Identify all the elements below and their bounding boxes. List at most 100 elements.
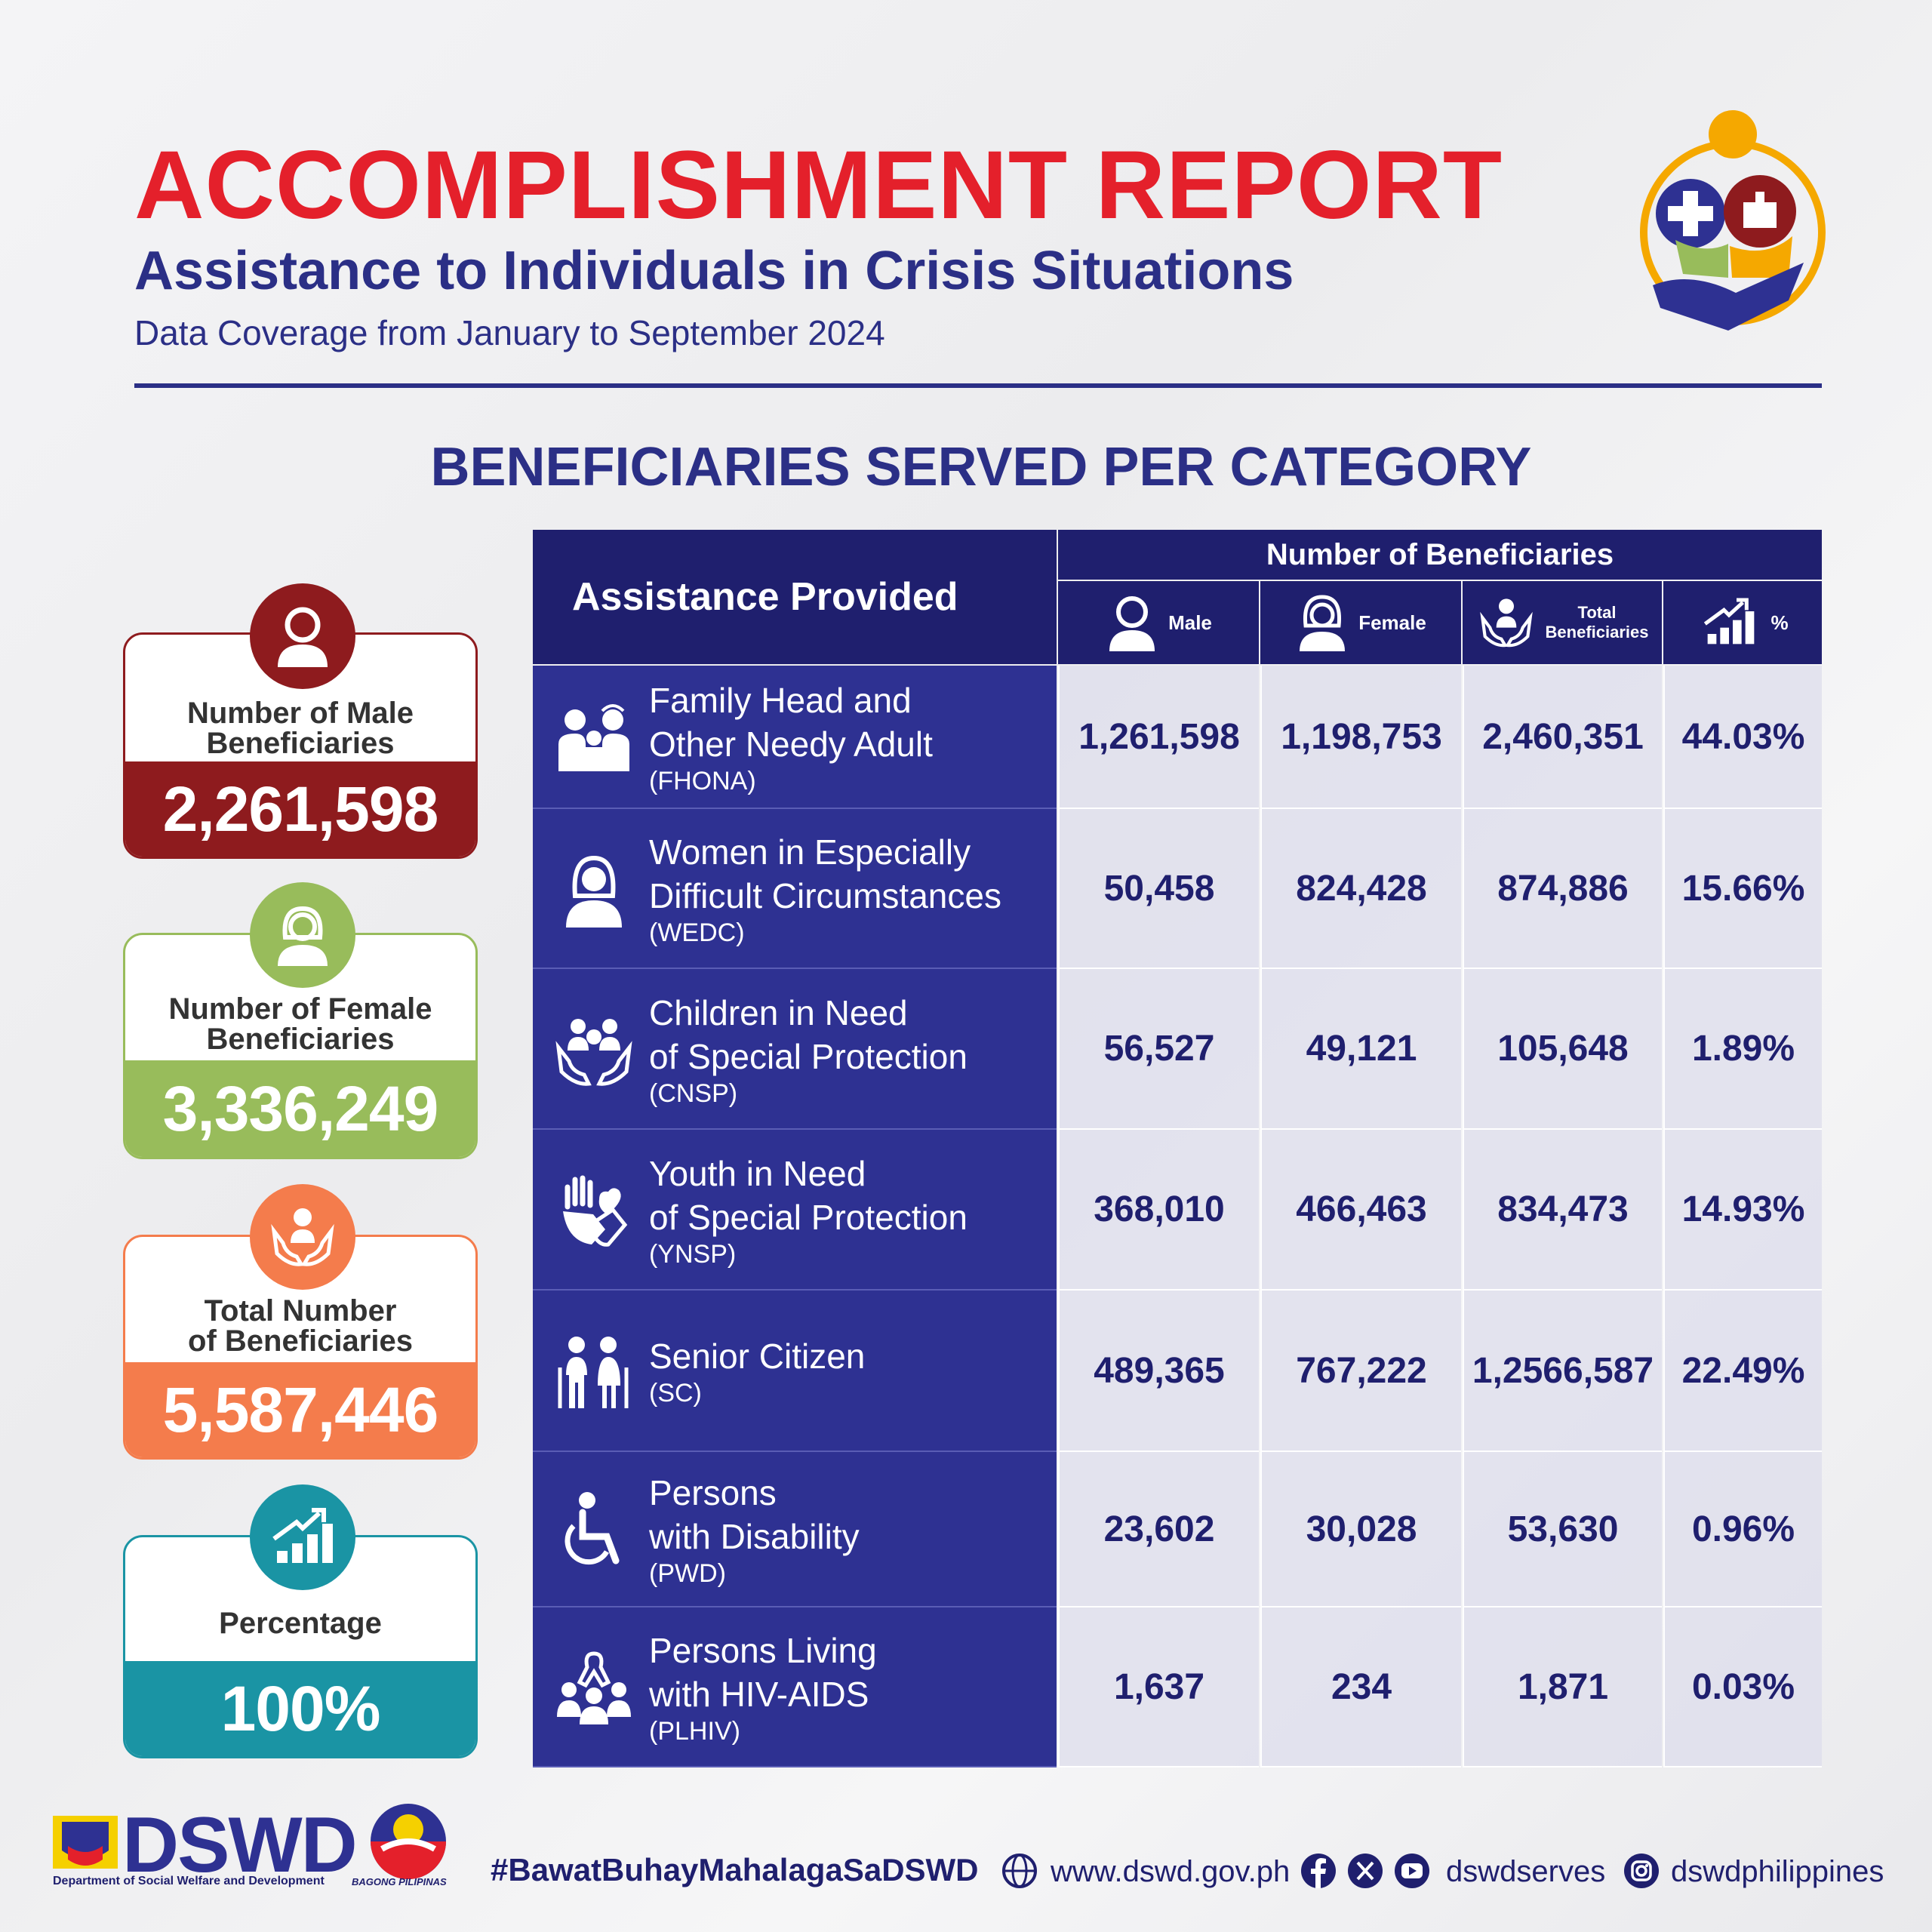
globe-icon [1002, 1854, 1037, 1888]
total-summary-label: Total Number of Beneficiaries [188, 1294, 413, 1358]
dswd-full-name: Department of Social Welfare and Develop… [53, 1875, 325, 1887]
growth-chart-icon [250, 1484, 355, 1590]
dswd-wordmark: DSWD [122, 1801, 358, 1889]
pct-value-cell: 44.03% [1663, 666, 1822, 809]
male-summary-label: Number of Male Beneficiaries [186, 697, 414, 760]
female-value-cell: 1,198,753 [1260, 666, 1461, 809]
category-name-line1: Children in Need [649, 992, 908, 1032]
total-summary-card: Total Number of Beneficiaries 5,587,446 [123, 1184, 478, 1460]
male-value-cell: 23,602 [1058, 1452, 1259, 1607]
aics-logo-icon [1640, 110, 1826, 331]
female-column-header: Female [1260, 581, 1461, 664]
female-value-cell: 49,121 [1260, 969, 1461, 1130]
youtube-icon[interactable] [1393, 1852, 1431, 1890]
female-summary-label: Number of Female Beneficiaries [168, 992, 432, 1056]
hashtag: #BawatBuhayMahalagaSaDSWD [491, 1852, 979, 1887]
category-abbreviation: (YNSP) [649, 1239, 737, 1269]
female-icon [1300, 595, 1346, 651]
category-name-line1: Persons Living [649, 1631, 877, 1670]
female-value-cell: 466,463 [1260, 1130, 1461, 1291]
male-value-cell: 1,637 [1058, 1607, 1259, 1767]
x-icon[interactable] [1346, 1852, 1384, 1890]
pct-value-cell: 14.93% [1663, 1130, 1822, 1291]
wheelchair-icon [552, 1488, 635, 1571]
family-icon [552, 696, 635, 779]
category-abbreviation: (PWD) [649, 1559, 726, 1588]
woman-icon [552, 848, 635, 931]
male-value-cell: 1,261,598 [1058, 666, 1259, 809]
website-link[interactable]: www.dswd.gov.ph [1051, 1855, 1291, 1888]
pct-value-cell: 1.89% [1663, 969, 1822, 1130]
total-value-cell: 1,2566,587 [1463, 1291, 1662, 1452]
total-value-cell: 53,630 [1463, 1452, 1662, 1607]
total-value-cell: 874,886 [1463, 809, 1662, 969]
male-value-cell: 56,527 [1058, 969, 1259, 1130]
female-value-cell: 767,222 [1260, 1291, 1461, 1452]
female-value-cell: 824,428 [1260, 809, 1461, 969]
total-value-cell: 105,648 [1463, 969, 1662, 1130]
senior-couple-icon [552, 1330, 635, 1413]
category-abbreviation: (FHONA) [649, 767, 756, 795]
category-abbreviation: (SC) [649, 1379, 702, 1407]
total-value-cell: 1,871 [1463, 1607, 1662, 1767]
report-title: ACCOMPLISHMENT REPORT [134, 131, 1503, 239]
category-name-line1: Senior Citizen [649, 1337, 866, 1376]
hands-people-icon [1479, 598, 1533, 648]
category-cell: Persons Living with HIV-AIDS (PLHIV) [533, 1607, 1057, 1767]
category-name-line1: Women in Especially [649, 832, 971, 872]
category-cell: Persons with Disability (PWD) [533, 1452, 1057, 1607]
category-name-line2: of Special Protection [649, 1197, 968, 1237]
percentage-summary-value: 100% [125, 1661, 475, 1756]
total-summary-value: 5,587,446 [125, 1362, 475, 1457]
category-name-line1: Youth in Need [649, 1153, 866, 1193]
female-value-cell: 234 [1260, 1607, 1461, 1767]
beneficiaries-table: Assistance Provided Number of Beneficiar… [533, 530, 1822, 1767]
male-user-icon [250, 583, 355, 689]
total-column-header: Total Beneficiaries [1463, 581, 1662, 664]
report-subtitle: Assistance to Individuals in Crisis Situ… [134, 241, 1294, 301]
percentage-summary-label: Percentage [219, 1607, 382, 1640]
category-name-line1: Persons [649, 1473, 777, 1512]
data-coverage: Data Coverage from January to September … [134, 313, 885, 352]
male-summary-card: Number of Male Beneficiaries 2,261,598 [123, 583, 478, 859]
facebook-icon[interactable] [1300, 1852, 1337, 1890]
category-cell: Youth in Need of Special Protection (YNSP) [533, 1130, 1057, 1291]
category-name-line2: Difficult Circumstances [649, 876, 1001, 915]
children-hands-icon [552, 1008, 635, 1091]
category-name-line2: of Special Protection [649, 1036, 968, 1076]
total-value-cell: 2,460,351 [1463, 666, 1662, 809]
category-abbreviation: (PLHIV) [649, 1717, 740, 1746]
pct-value-cell: 22.49% [1663, 1291, 1822, 1452]
female-user-icon [250, 882, 355, 988]
pct-value-cell: 15.66% [1663, 809, 1822, 969]
male-summary-value: 2,261,598 [125, 761, 475, 857]
pct-value-cell: 0.96% [1663, 1452, 1822, 1607]
number-of-beneficiaries-header: Number of Beneficiaries [1058, 530, 1822, 580]
dswdphilippines-handle[interactable]: dswdphilippines [1671, 1855, 1884, 1888]
dswdserves-handle[interactable]: dswdserves [1446, 1855, 1606, 1888]
female-summary-value: 3,336,249 [125, 1060, 475, 1157]
instagram-icon[interactable] [1623, 1852, 1660, 1890]
male-value-cell: 489,365 [1058, 1291, 1259, 1452]
category-name-line1: Family Head and [649, 681, 912, 720]
youth-heart-hands-icon [552, 1169, 635, 1252]
header-divider [134, 383, 1822, 388]
category-cell: Senior Citizen (SC) [533, 1291, 1057, 1452]
category-name-line2: with HIV-AIDS [649, 1675, 869, 1714]
category-name-line2: Other Needy Adult [649, 724, 933, 764]
assistance-header: Assistance Provided [533, 530, 1057, 664]
dswd-logo-icon [53, 1816, 118, 1869]
category-name-line2: with Disability [649, 1517, 860, 1556]
percentage-summary-card: Percentage 100% [123, 1484, 478, 1758]
category-cell: Children in Need of Special Protection (CN… [533, 969, 1057, 1130]
hands-people-icon [250, 1184, 355, 1290]
total-value-cell: 834,473 [1463, 1130, 1662, 1291]
category-cell: Women in Especially Difficult Circumstanc… [533, 809, 1057, 969]
category-abbreviation: (CNSP) [649, 1078, 738, 1108]
category-cell: Family Head and Other Needy Adult (FHONA) [533, 666, 1057, 809]
male-column-header: Male [1058, 581, 1259, 664]
female-summary-card: Number of Female Beneficiaries 3,336,249 [123, 882, 478, 1159]
pct-value-cell: 0.03% [1663, 1607, 1822, 1767]
male-value-cell: 50,458 [1058, 809, 1259, 969]
